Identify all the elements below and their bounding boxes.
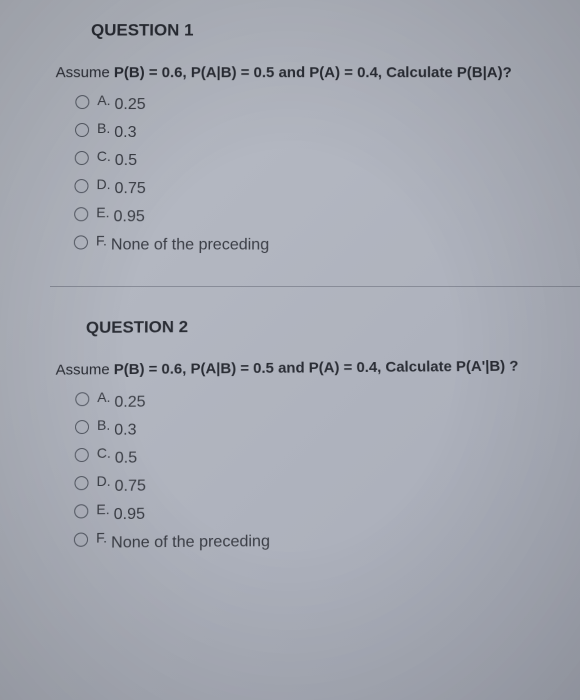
radio-icon[interactable] (74, 179, 88, 193)
radio-icon[interactable] (75, 123, 89, 137)
option-row[interactable]: E. 0.95 (74, 498, 580, 521)
option-text: 0.25 (114, 96, 145, 114)
prompt-prefix: Assume (56, 361, 114, 378)
option-row[interactable]: A. 0.25 (75, 93, 579, 111)
radio-icon[interactable] (74, 533, 88, 547)
option-letter: D. (97, 473, 111, 489)
option-text: 0.5 (115, 152, 137, 170)
option-row[interactable]: A. 0.25 (75, 386, 579, 408)
option-text: 0.95 (113, 208, 144, 226)
option-row[interactable]: F. None of the preceding (74, 526, 580, 549)
option-letter: C. (97, 148, 111, 164)
option-row[interactable]: E. 0.95 (74, 205, 580, 223)
radio-icon[interactable] (75, 448, 89, 462)
option-text: None of the preceding (111, 533, 270, 553)
option-letter: F. (96, 529, 107, 545)
option-row[interactable]: C. 0.5 (75, 149, 580, 167)
question-1-options: A. 0.25 B. 0.3 C. 0.5 D. 0.75 E. 0.95 F.… (49, 93, 580, 251)
option-letter: B. (97, 120, 110, 136)
radio-icon[interactable] (75, 392, 89, 406)
option-text: 0.95 (114, 506, 145, 524)
option-text: 0.75 (115, 478, 146, 496)
option-letter: E. (96, 204, 109, 220)
option-row[interactable]: B. 0.3 (75, 121, 580, 139)
radio-icon[interactable] (75, 95, 89, 109)
option-row[interactable]: D. 0.75 (74, 177, 580, 195)
option-letter: E. (96, 501, 109, 517)
option-text: 0.25 (114, 394, 145, 412)
radio-icon[interactable] (75, 420, 89, 434)
question-2-block: QUESTION 2 Assume P(B) = 0.6, P(A|B) = 0… (49, 314, 580, 549)
option-text: 0.3 (114, 124, 136, 142)
option-letter: A. (97, 389, 110, 405)
radio-icon[interactable] (74, 235, 88, 249)
radio-icon[interactable] (74, 207, 88, 221)
option-letter: C. (97, 445, 111, 461)
option-row[interactable]: F. None of the preceding (74, 233, 580, 251)
prompt-bold: P(B) = 0.6, P(A|B) = 0.5 and P(A) = 0.4,… (114, 64, 512, 81)
question-2-options: A. 0.25 B. 0.3 C. 0.5 D. 0.75 E. 0.95 F.… (49, 386, 580, 549)
option-row[interactable]: B. 0.3 (75, 414, 580, 436)
option-letter: D. (96, 176, 110, 192)
option-text: 0.3 (114, 422, 136, 440)
option-text: 0.75 (114, 180, 145, 198)
option-letter: F. (96, 232, 107, 248)
radio-icon[interactable] (74, 476, 88, 490)
question-divider (50, 286, 580, 287)
question-1-title: QUESTION 1 (51, 21, 579, 41)
prompt-prefix: Assume (56, 64, 114, 81)
radio-icon[interactable] (75, 151, 89, 165)
option-text: 0.5 (115, 450, 137, 468)
question-2-title: QUESTION 2 (51, 314, 577, 338)
question-1-block: QUESTION 1 Assume P(B) = 0.6, P(A|B) = 0… (49, 21, 580, 252)
option-text: None of the preceding (111, 236, 269, 254)
prompt-bold: P(B) = 0.6, P(A|B) = 0.5 and P(A) = 0.4,… (114, 358, 519, 378)
option-letter: B. (97, 417, 110, 433)
radio-icon[interactable] (74, 504, 88, 518)
question-2-prompt: Assume P(B) = 0.6, P(A|B) = 0.5 and P(A)… (51, 355, 579, 380)
option-row[interactable]: C. 0.5 (75, 442, 580, 464)
option-row[interactable]: D. 0.75 (74, 470, 580, 493)
question-1-prompt: Assume P(B) = 0.6, P(A|B) = 0.5 and P(A)… (51, 62, 580, 83)
option-letter: A. (97, 92, 110, 108)
